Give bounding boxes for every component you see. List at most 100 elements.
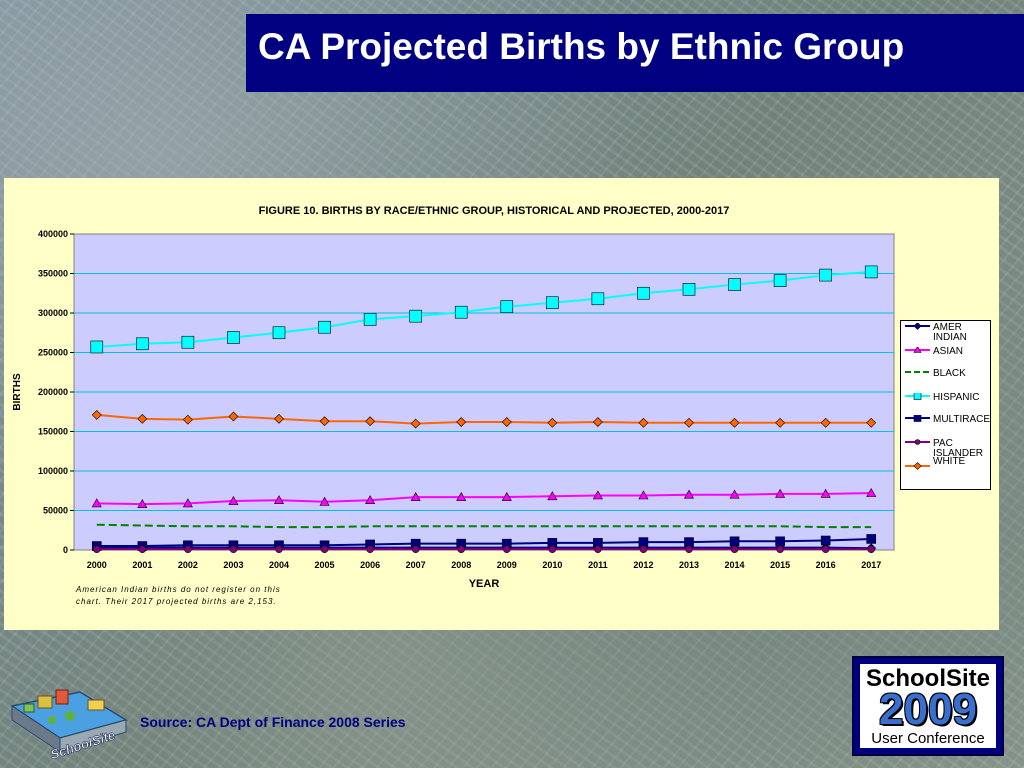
- data-point-white: [547, 417, 558, 428]
- data-point-hispanic: [272, 326, 286, 340]
- data-point-pac-islander: [275, 545, 283, 554]
- data-point-white: [592, 417, 603, 427]
- data-point-white: [319, 416, 330, 427]
- legend-label-white: WHITE: [933, 456, 966, 467]
- series-line-multirace: [96, 537, 872, 548]
- legend-item-hispanic: HISPANIC: [904, 393, 992, 413]
- data-point-asian: [228, 495, 239, 505]
- data-point-white: [729, 417, 740, 428]
- data-point-white: [820, 417, 831, 428]
- data-point-multirace: [775, 536, 785, 547]
- legend-item-pac-islander: PAC ISLANDER: [904, 439, 992, 459]
- data-point-asian: [820, 488, 831, 498]
- legend-marker-multirace: [913, 415, 922, 422]
- logo-line-schoolsite: SchoolSite: [865, 665, 991, 692]
- data-point-pac-islander: [457, 545, 466, 554]
- data-point-asian: [683, 489, 695, 499]
- y-tick-label: 350000: [38, 269, 68, 279]
- x-tick-label: 2012: [633, 560, 653, 570]
- schoolsite-2009-logo: SchoolSite 2009 User Conference: [852, 656, 1004, 756]
- data-point-pac-islander: [411, 545, 420, 554]
- schoolsite-left-logo: SchoolSite: [8, 680, 133, 765]
- data-point-white: [456, 417, 467, 427]
- legend-swatch-black: [905, 371, 930, 373]
- data-point-asian: [182, 498, 193, 508]
- slide-title: CA Projected Births by Ethnic Group: [258, 26, 905, 67]
- x-tick-label: 2010: [542, 560, 562, 570]
- data-point-hispanic: [637, 286, 650, 300]
- data-point-white: [501, 417, 512, 427]
- legend-label-amer-indian: AMER INDIAN: [933, 322, 967, 343]
- y-tick-label: 400000: [38, 229, 68, 239]
- x-tick-label: 2014: [725, 560, 745, 570]
- legend-item-white: WHITE: [904, 457, 992, 477]
- x-tick-label: 2004: [269, 560, 289, 570]
- chart-legend: AMER INDIAN ASIAN BLACK HISPANIC MULTIRACE PA…: [900, 320, 991, 490]
- data-point-pac-islander: [867, 545, 876, 554]
- series-line-black: [96, 523, 872, 529]
- data-point-white: [365, 416, 376, 427]
- data-point-hispanic: [682, 283, 696, 296]
- data-point-pac-islander: [821, 545, 830, 554]
- data-point-hispanic: [500, 300, 514, 313]
- data-point-white: [684, 417, 694, 428]
- data-point-asian: [775, 488, 786, 498]
- data-point-hispanic: [363, 313, 377, 326]
- births-line-chart: FIGURE 10. BIRTHS BY RACE/ETHNIC GROUP, …: [12, 205, 895, 590]
- legend-label-asian: ASIAN: [933, 346, 964, 357]
- data-point-pac-islander: [366, 545, 374, 554]
- legend-label-multirace: MULTIRACE: [933, 414, 991, 425]
- legend-marker-pac-islander: [914, 439, 921, 445]
- legend-label-black: BLACK: [933, 368, 966, 379]
- data-point-hispanic: [591, 292, 605, 306]
- y-tick-label: 300000: [38, 308, 68, 318]
- data-point-pac-islander: [502, 545, 511, 554]
- legend-swatch-asian: [905, 347, 930, 353]
- data-point-pac-islander: [184, 545, 192, 554]
- data-point-asian: [91, 498, 102, 508]
- data-point-pac-islander: [320, 545, 329, 554]
- x-tick-label: 2002: [178, 560, 198, 570]
- y-tick-label: 0: [63, 545, 68, 555]
- legend-item-multirace: MULTIRACE: [904, 415, 992, 435]
- schoolsite-map-icon: SchoolSite: [10, 689, 128, 763]
- legend-swatch-white: [905, 462, 930, 470]
- legend-marker-hispanic: [913, 393, 922, 400]
- data-point-pac-islander: [685, 545, 693, 554]
- legend-swatch-amer-indian: [905, 323, 930, 330]
- data-point-pac-islander: [138, 545, 147, 554]
- y-tick-label: 250000: [38, 348, 68, 358]
- data-point-asian: [866, 488, 877, 497]
- data-point-asian: [638, 490, 649, 500]
- data-point-pac-islander: [229, 545, 238, 554]
- x-tick-label: 2013: [679, 560, 699, 570]
- x-tick-label: 2009: [497, 560, 517, 570]
- y-axis-label: BIRTHS: [12, 373, 23, 411]
- data-point-hispanic: [227, 331, 240, 344]
- y-tick-label: 200000: [38, 387, 68, 397]
- x-tick-label: 2016: [816, 560, 836, 570]
- chart-footnote: American Indian births do not register o…: [76, 585, 281, 606]
- x-tick-label: 2006: [360, 560, 380, 570]
- data-point-white: [137, 413, 148, 424]
- data-point-multirace: [866, 534, 877, 544]
- data-point-hispanic: [318, 320, 331, 334]
- data-point-multirace: [638, 537, 649, 547]
- data-point-multirace: [820, 535, 831, 546]
- legend-swatch-multirace: [905, 415, 930, 422]
- data-point-white: [228, 411, 239, 422]
- x-tick-label: 2003: [223, 560, 243, 570]
- series-line-amer-indian: [96, 546, 872, 550]
- legend-marker-asian: [913, 347, 922, 353]
- data-point-hispanic: [728, 278, 741, 291]
- data-point-pac-islander: [92, 545, 101, 554]
- logo-line-conference: User Conference: [871, 730, 985, 747]
- data-point-asian: [365, 495, 376, 505]
- data-point-white: [182, 414, 193, 425]
- legend-item-black: BLACK: [904, 369, 992, 389]
- data-point-hispanic: [819, 268, 832, 282]
- x-tick-label: 2001: [132, 560, 152, 570]
- data-point-pac-islander: [639, 545, 648, 554]
- data-point-asian: [273, 495, 285, 505]
- legend-swatch-pac-islander: [905, 439, 930, 445]
